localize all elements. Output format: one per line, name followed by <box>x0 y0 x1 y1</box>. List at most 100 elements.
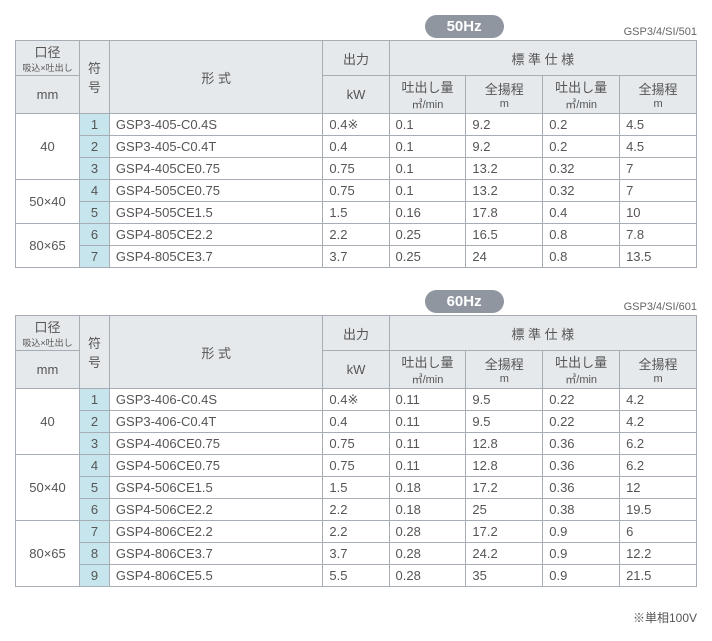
cell-h1: 16.5 <box>466 224 543 246</box>
col-model: 形 式 <box>109 316 322 389</box>
cell-model: GSP4-505CE1.5 <box>109 202 322 224</box>
table-row: 401GSP3-406-C0.4S0.4※0.119.50.224.2 <box>16 389 697 411</box>
table-row: 9GSP4-806CE5.55.50.28350.921.5 <box>16 565 697 587</box>
table-row: 3GSP4-406CE0.750.750.1112.80.366.2 <box>16 433 697 455</box>
cell-d1: 0.18 <box>389 477 466 499</box>
cell-d1: 0.16 <box>389 202 466 224</box>
cell-d2: 0.36 <box>543 477 620 499</box>
frequency-pill: 60Hz <box>425 290 504 313</box>
cell-d2: 0.2 <box>543 114 620 136</box>
cell-h2: 6.2 <box>620 455 697 477</box>
table-row: 50×404GSP4-505CE0.750.750.113.20.327 <box>16 180 697 202</box>
table-code: GSP3/4/SI/601 <box>624 301 697 313</box>
cell-kw: 0.75 <box>323 455 389 477</box>
cell-d1: 0.28 <box>389 565 466 587</box>
table-row: 5GSP4-506CE1.51.50.1817.20.3612 <box>16 477 697 499</box>
col-output: 出力 <box>323 41 389 76</box>
spec-table-block: 50HzGSP3/4/SI/501 口径 吸込×吐出し 符号 形 式 出力 標 … <box>15 15 697 268</box>
col-output: 出力 <box>323 316 389 351</box>
table-row: 80×657GSP4-806CE2.22.20.2817.20.96 <box>16 521 697 543</box>
cell-kw: 2.2 <box>323 499 389 521</box>
cell-d2: 0.4 <box>543 202 620 224</box>
cell-h2: 12.2 <box>620 543 697 565</box>
cell-model: GSP4-506CE0.75 <box>109 455 322 477</box>
col-disc2: 吐出し量㎥/min <box>543 76 620 114</box>
cell-h1: 24.2 <box>466 543 543 565</box>
cell-d1: 0.28 <box>389 543 466 565</box>
col-disc1: 吐出し量㎥/min <box>389 351 466 389</box>
cell-d2: 0.36 <box>543 433 620 455</box>
cell-h1: 9.5 <box>466 389 543 411</box>
cell-model: GSP4-806CE3.7 <box>109 543 322 565</box>
cell-number: 4 <box>80 455 110 477</box>
table-header-row: 60Hz GSP3/4/SI/601 <box>15 290 697 313</box>
cell-h2: 4.2 <box>620 389 697 411</box>
table-row: 401GSP3-405-C0.4S0.4※0.19.20.24.5 <box>16 114 697 136</box>
cell-model: GSP4-805CE3.7 <box>109 246 322 268</box>
cell-model: GSP4-806CE5.5 <box>109 565 322 587</box>
cell-number: 2 <box>80 136 110 158</box>
table-row: 2GSP3-406-C0.4T0.40.119.50.224.2 <box>16 411 697 433</box>
col-spec: 標 準 仕 様 <box>389 316 696 351</box>
cell-number: 5 <box>80 477 110 499</box>
cell-h2: 4.5 <box>620 114 697 136</box>
cell-kw: 2.2 <box>323 224 389 246</box>
cell-model: GSP4-505CE0.75 <box>109 180 322 202</box>
cell-d1: 0.11 <box>389 455 466 477</box>
col-output-unit: kW <box>323 351 389 389</box>
cell-h1: 12.8 <box>466 433 543 455</box>
col-diameter-unit: mm <box>16 76 80 114</box>
cell-h1: 24 <box>466 246 543 268</box>
cell-number: 9 <box>80 565 110 587</box>
cell-h1: 13.2 <box>466 158 543 180</box>
cell-h1: 9.2 <box>466 114 543 136</box>
cell-d2: 0.22 <box>543 389 620 411</box>
cell-diameter: 40 <box>16 114 80 180</box>
cell-d2: 0.9 <box>543 565 620 587</box>
cell-h2: 7 <box>620 180 697 202</box>
cell-kw: 3.7 <box>323 543 389 565</box>
cell-model: GSP3-406-C0.4S <box>109 389 322 411</box>
spec-table-block: 60HzGSP3/4/SI/601 口径 吸込×吐出し 符号 形 式 出力 標 … <box>15 290 697 587</box>
cell-kw: 3.7 <box>323 246 389 268</box>
col-number: 符号 <box>80 316 110 389</box>
cell-number: 7 <box>80 521 110 543</box>
cell-kw: 5.5 <box>323 565 389 587</box>
cell-model: GSP4-806CE2.2 <box>109 521 322 543</box>
cell-number: 6 <box>80 224 110 246</box>
cell-d1: 0.28 <box>389 521 466 543</box>
col-head1: 全揚程m <box>466 76 543 114</box>
col-head1: 全揚程m <box>466 351 543 389</box>
cell-d1: 0.1 <box>389 136 466 158</box>
cell-h2: 19.5 <box>620 499 697 521</box>
spec-table: 口径 吸込×吐出し 符号 形 式 出力 標 準 仕 様 mm kW 吐出し量㎥/… <box>15 40 697 268</box>
cell-model: GSP4-405CE0.75 <box>109 158 322 180</box>
cell-diameter: 40 <box>16 389 80 455</box>
cell-d1: 0.1 <box>389 180 466 202</box>
cell-model: GSP3-406-C0.4T <box>109 411 322 433</box>
cell-h1: 9.5 <box>466 411 543 433</box>
col-diameter-unit: mm <box>16 351 80 389</box>
col-head2: 全揚程m <box>620 351 697 389</box>
cell-h2: 6.2 <box>620 433 697 455</box>
cell-d2: 0.2 <box>543 136 620 158</box>
cell-d2: 0.9 <box>543 543 620 565</box>
cell-h1: 17.2 <box>466 521 543 543</box>
cell-number: 1 <box>80 114 110 136</box>
cell-d2: 0.22 <box>543 411 620 433</box>
cell-h1: 12.8 <box>466 455 543 477</box>
cell-h1: 35 <box>466 565 543 587</box>
cell-d1: 0.1 <box>389 158 466 180</box>
cell-kw: 1.5 <box>323 202 389 224</box>
table-header-row: 50HzGSP3/4/SI/501 <box>15 15 697 38</box>
cell-model: GSP3-405-C0.4T <box>109 136 322 158</box>
cell-d2: 0.38 <box>543 499 620 521</box>
col-disc2: 吐出し量㎥/min <box>543 351 620 389</box>
cell-model: GSP4-506CE2.2 <box>109 499 322 521</box>
cell-number: 8 <box>80 543 110 565</box>
cell-kw: 0.4 <box>323 136 389 158</box>
cell-number: 4 <box>80 180 110 202</box>
cell-model: GSP4-506CE1.5 <box>109 477 322 499</box>
cell-d2: 0.8 <box>543 224 620 246</box>
cell-h2: 13.5 <box>620 246 697 268</box>
